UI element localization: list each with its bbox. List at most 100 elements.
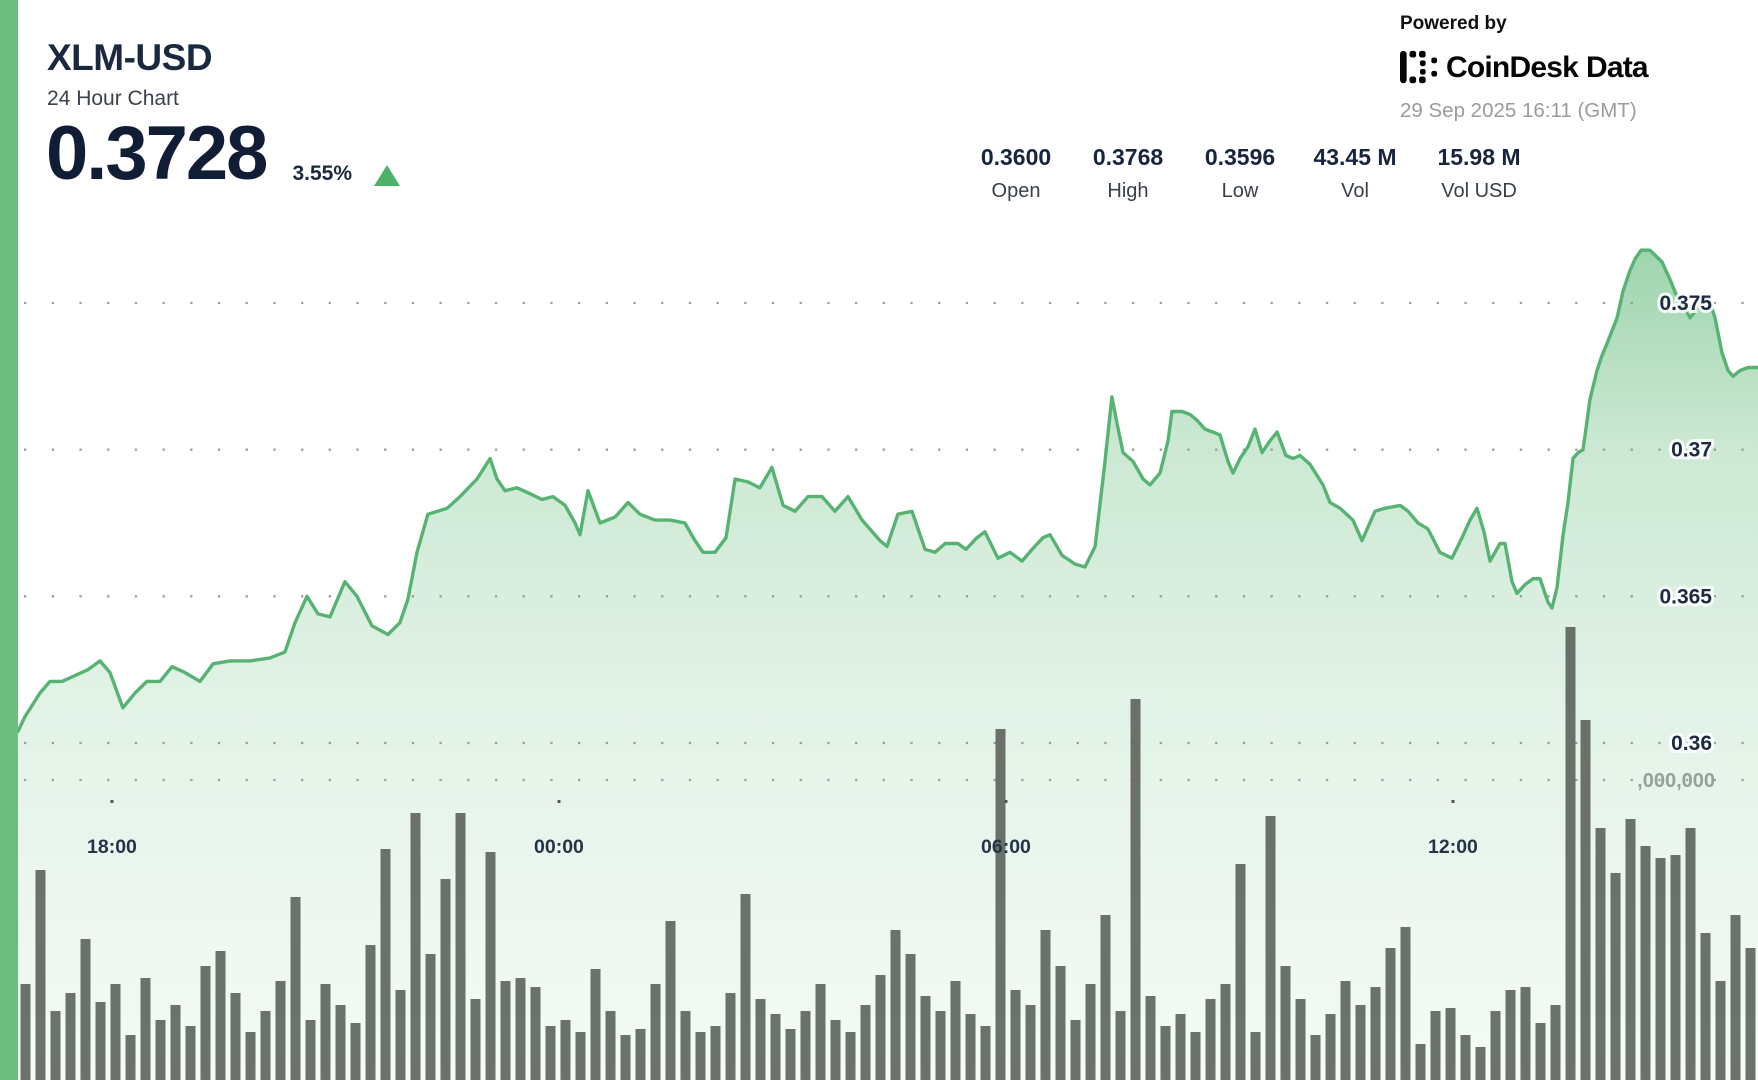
volume-bar (725, 993, 736, 1080)
volume-bar (650, 984, 661, 1080)
volume-bar (1670, 855, 1681, 1080)
chart-timestamp: 29 Sep 2025 16:11 (GMT) (1400, 99, 1637, 122)
volume-bar (1130, 699, 1141, 1080)
volume-bar (740, 894, 751, 1080)
volume-bar (515, 978, 526, 1080)
volume-bar (1280, 966, 1291, 1080)
volume-bar (80, 939, 91, 1080)
volume-bar (545, 1026, 556, 1080)
stat-label: Low (1221, 180, 1259, 202)
volume-bar (440, 879, 451, 1080)
volume-bar (200, 966, 211, 1080)
volume-bar (455, 813, 466, 1080)
volume-bar (320, 984, 331, 1080)
stat-value: 0.3768 (1092, 144, 1164, 170)
stat-value: 0.3600 (980, 144, 1052, 170)
volume-bar (905, 954, 916, 1080)
volume-bar (575, 1032, 586, 1080)
time-axis-label: 18:00 (87, 836, 137, 858)
volume-bar (50, 1011, 61, 1080)
volume-bar (260, 1011, 271, 1080)
price-axis-label: 0.36 (1671, 732, 1712, 755)
stat-label: Open (991, 180, 1041, 202)
volume-bar (395, 990, 406, 1080)
volume-bar (1295, 999, 1306, 1080)
volume-bar (1355, 1005, 1366, 1080)
stat-high: 0.3768 High (1072, 144, 1184, 203)
volume-bar (1400, 927, 1411, 1080)
volume-bar (1520, 987, 1531, 1080)
x-axis-tick (1451, 800, 1455, 803)
volume-bar (1040, 930, 1051, 1080)
volume-bar (305, 1020, 316, 1080)
price-axis-label: 0.37 (1671, 439, 1712, 462)
volume-bar (875, 975, 886, 1080)
volume-bar (1160, 1026, 1171, 1080)
volume-bar (1625, 819, 1636, 1080)
volume-bar (1580, 720, 1591, 1080)
price-area-fill (18, 250, 1758, 1080)
volume-bar (1100, 915, 1111, 1080)
volume-bar (1250, 1032, 1261, 1080)
volume-bar (335, 1005, 346, 1080)
volume-bar (95, 1002, 106, 1080)
coindesk-logo[interactable]: CoinDesk Data (1400, 49, 1649, 87)
volume-bar (1340, 981, 1351, 1080)
volume-bar (995, 729, 1006, 1080)
brand-suffix: Data (1585, 51, 1649, 84)
volume-bar (1655, 858, 1666, 1080)
price-row: 0.3728 3.55% (46, 116, 400, 192)
volume-bar (965, 1014, 976, 1080)
volume-bar (1370, 987, 1381, 1080)
time-axis-label: 00:00 (534, 836, 584, 858)
volume-bar (1220, 984, 1231, 1080)
volume-bar (170, 1005, 181, 1080)
price-axis-label: 0.375 (1659, 292, 1712, 315)
volume-bar (185, 1026, 196, 1080)
powered-by-block: Powered by CoinDesk Data 29 Sep 2025 16:… (1400, 13, 1649, 123)
chart-header: XLM-USD 24 Hour Chart (47, 37, 213, 111)
time-axis-label: 06:00 (981, 836, 1031, 858)
volume-bar (1235, 864, 1246, 1080)
pair-symbol: XLM-USD (47, 37, 213, 78)
stat-label: Vol (1341, 180, 1369, 202)
volume-bar (755, 999, 766, 1080)
price-line (16, 248, 1758, 733)
volume-bar (1535, 1023, 1546, 1080)
stat-value: 43.45 M (1313, 144, 1397, 170)
volume-bar (710, 1026, 721, 1080)
volume-bar (950, 981, 961, 1080)
volume-bar (1565, 627, 1576, 1080)
stat-value: 15.98 M (1437, 144, 1521, 170)
volume-bar (1070, 1020, 1081, 1080)
x-axis-tick (110, 800, 114, 803)
volume-bar (935, 1011, 946, 1080)
volume-bar (1700, 933, 1711, 1080)
volume-bar (1730, 915, 1741, 1080)
volume-bar (125, 1035, 136, 1080)
volume-bar (275, 981, 286, 1080)
volume-bar (770, 1014, 781, 1080)
volume-bar (1025, 1005, 1036, 1080)
stat-label: Vol USD (1441, 180, 1517, 202)
volume-bar (1310, 1035, 1321, 1080)
stat-low: 0.3596 Low (1184, 144, 1296, 203)
volume-bar (1325, 1014, 1336, 1080)
volume-bar (110, 984, 121, 1080)
volume-bar (1115, 1011, 1126, 1080)
volume-bar (890, 930, 901, 1080)
volume-bar (1385, 948, 1396, 1080)
volume-bar (1610, 873, 1621, 1080)
volume-bar (1055, 966, 1066, 1080)
volume-bar (1640, 846, 1651, 1080)
volume-bar (140, 978, 151, 1080)
change-percent: 3.55% (292, 162, 352, 185)
volume-bar (1475, 1047, 1486, 1080)
volume-bar (500, 981, 511, 1080)
volume-bar (695, 1032, 706, 1080)
coindesk-logo-icon (1400, 50, 1438, 84)
powered-by-label: Powered by (1400, 13, 1507, 34)
x-axis-tick (1004, 800, 1008, 803)
